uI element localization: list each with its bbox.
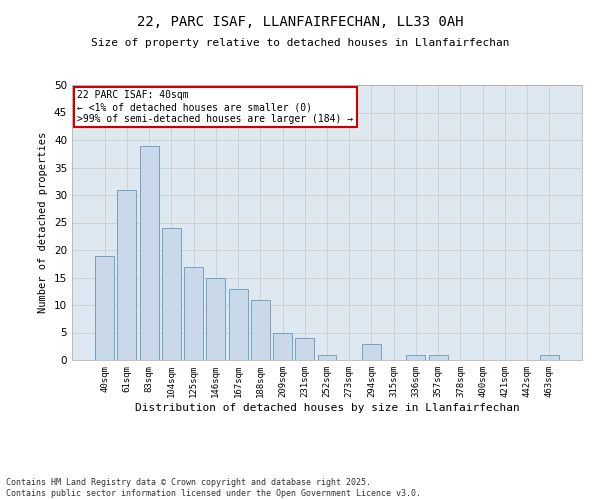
Bar [540,354,559,360]
Bar [251,300,270,360]
Bar [229,288,248,360]
Bar [429,354,448,360]
Bar [184,266,203,360]
Bar [140,146,158,360]
Bar [118,190,136,360]
Bar [206,278,225,360]
Bar [273,332,292,360]
X-axis label: Distribution of detached houses by size in Llanfairfechan: Distribution of detached houses by size … [134,402,520,412]
Bar [162,228,181,360]
Bar [406,354,425,360]
Bar [317,354,337,360]
Bar [95,256,114,360]
Text: 22, PARC ISAF, LLANFAIRFECHAN, LL33 0AH: 22, PARC ISAF, LLANFAIRFECHAN, LL33 0AH [137,15,463,29]
Bar [295,338,314,360]
Text: Size of property relative to detached houses in Llanfairfechan: Size of property relative to detached ho… [91,38,509,48]
Text: 22 PARC ISAF: 40sqm
← <1% of detached houses are smaller (0)
>99% of semi-detach: 22 PARC ISAF: 40sqm ← <1% of detached ho… [77,90,353,124]
Y-axis label: Number of detached properties: Number of detached properties [38,132,49,313]
Text: Contains HM Land Registry data © Crown copyright and database right 2025.
Contai: Contains HM Land Registry data © Crown c… [6,478,421,498]
Bar [362,344,381,360]
